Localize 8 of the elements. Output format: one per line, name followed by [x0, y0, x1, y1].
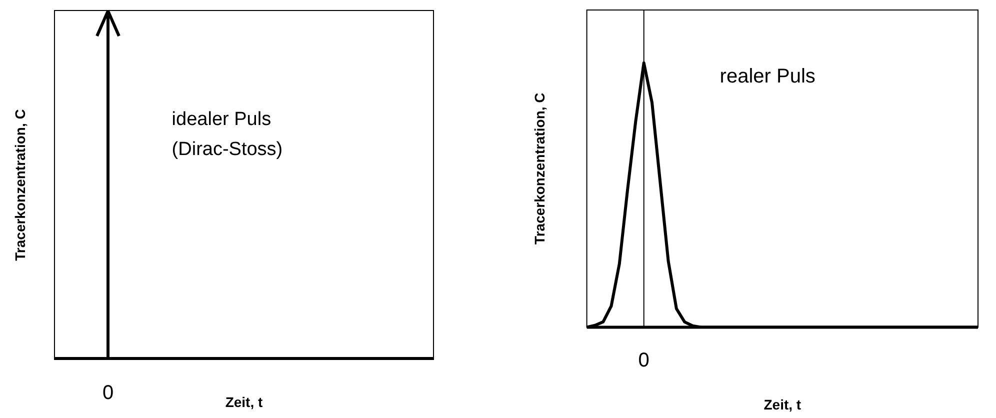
text: Zeit, t — [225, 394, 263, 410]
text: 0 — [101, 382, 115, 405]
text: Tracerkonzentration, C — [12, 109, 28, 261]
y-axis-title: Tracerkonzentration, C — [531, 92, 548, 244]
text: 0 — [638, 350, 650, 372]
annotation: realer Puls — [720, 66, 816, 88]
text: idealer Puls (Dirac-Stoss) — [172, 108, 283, 162]
x-axis-title: Zeit, t — [764, 396, 802, 412]
